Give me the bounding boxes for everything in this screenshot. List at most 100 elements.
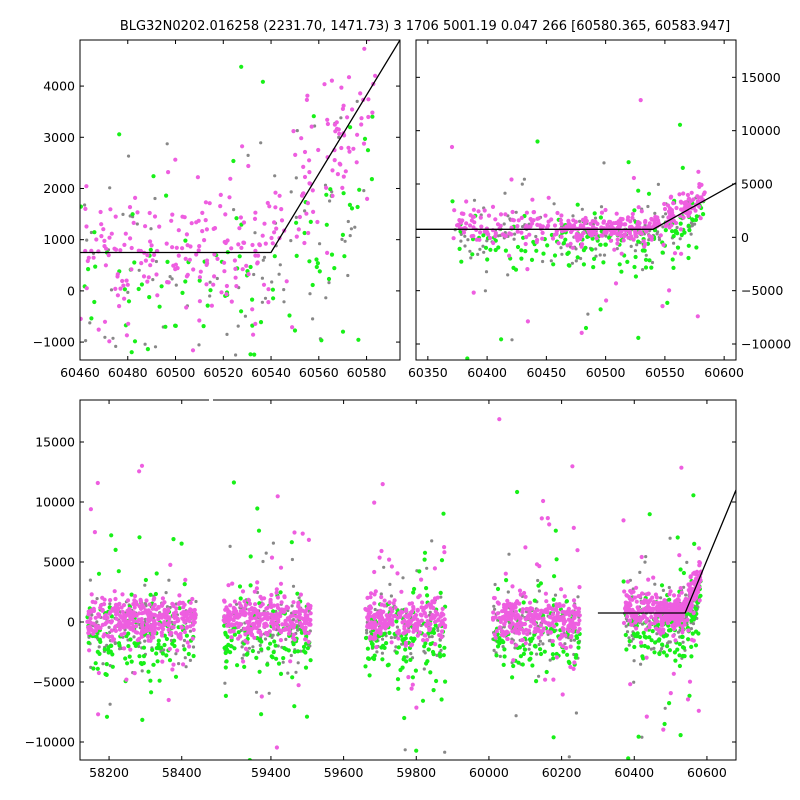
data-point-a	[660, 606, 666, 611]
data-point-a	[132, 619, 137, 624]
data-point-b	[633, 274, 639, 279]
data-point-a	[148, 263, 153, 268]
data-point-a	[228, 603, 233, 608]
data-point-a	[541, 498, 546, 504]
data-point-b	[680, 653, 686, 659]
x-tick-label: 60480	[108, 365, 148, 380]
data-point-a	[419, 577, 424, 582]
data-point-a	[233, 275, 238, 280]
data-point-c	[355, 99, 359, 103]
data-point-c	[153, 345, 158, 349]
data-point-a	[249, 627, 254, 632]
data-point-a	[311, 209, 316, 214]
data-point-c	[653, 211, 657, 215]
data-point-b	[140, 717, 145, 723]
data-point-c	[549, 259, 553, 263]
data-point-a	[685, 192, 691, 198]
data-point-a	[571, 598, 577, 603]
data-point-a	[513, 605, 518, 610]
data-point-c	[284, 637, 288, 642]
data-point-a	[110, 608, 115, 613]
data-point-a	[366, 40, 371, 42]
data-point-a	[144, 598, 149, 603]
data-point-c	[436, 628, 440, 633]
data-point-a	[493, 217, 498, 222]
data-point-c	[655, 632, 659, 636]
data-point-a	[229, 299, 234, 304]
data-point-a	[330, 168, 335, 173]
data-point-a	[563, 633, 568, 638]
data-point-a	[495, 611, 500, 616]
data-point-a	[636, 205, 641, 210]
data-point-a	[195, 175, 200, 180]
data-point-c	[506, 273, 510, 277]
data-point-a	[689, 190, 694, 195]
data-point-a	[223, 240, 228, 246]
data-point-a	[189, 608, 194, 613]
data-point-c	[624, 624, 628, 628]
data-point-a	[500, 232, 505, 237]
data-point-a	[117, 619, 122, 625]
data-point-c	[466, 238, 470, 242]
data-point-a	[672, 622, 677, 627]
data-point-a	[403, 643, 408, 648]
data-point-c	[536, 578, 540, 583]
data-point-a	[696, 546, 702, 551]
data-point-c	[388, 582, 392, 587]
data-point-a	[93, 615, 98, 620]
data-point-a	[160, 623, 165, 628]
data-point-a	[654, 595, 660, 600]
data-point-a	[503, 619, 508, 624]
data-point-a	[559, 221, 564, 226]
data-point-b	[439, 697, 444, 702]
data-point-b	[290, 675, 295, 680]
data-point-a	[501, 602, 507, 607]
data-point-b	[521, 651, 527, 657]
data-point-a	[368, 591, 374, 596]
data-point-a	[442, 550, 447, 555]
data-point-a	[86, 609, 91, 614]
data-point-b	[631, 631, 637, 636]
data-point-b	[205, 303, 210, 308]
data-point-a	[259, 632, 264, 637]
data-point-a	[574, 621, 579, 626]
data-point-c	[97, 645, 101, 649]
data-point-a	[577, 585, 582, 590]
data-point-a	[682, 205, 687, 211]
data-point-a	[171, 625, 176, 630]
data-point-a	[256, 629, 261, 635]
data-point-a	[523, 594, 528, 599]
data-point-b	[564, 599, 570, 604]
data-point-b	[255, 506, 260, 511]
data-point-c	[324, 296, 328, 300]
data-point-c	[260, 300, 264, 304]
data-point-c	[84, 339, 88, 343]
data-point-b	[678, 567, 683, 572]
data-point-a	[642, 614, 647, 619]
data-point-b	[551, 656, 556, 661]
data-point-b	[154, 651, 159, 656]
data-point-a	[615, 241, 620, 246]
data-point-a	[628, 219, 633, 224]
data-point-b	[127, 654, 132, 659]
data-point-c	[425, 566, 429, 570]
data-point-b	[667, 648, 673, 653]
data-point-a	[252, 635, 257, 640]
data-point-a	[508, 623, 513, 629]
data-point-a	[211, 226, 216, 231]
x-tick-label: 60550	[645, 365, 685, 380]
data-point-a	[411, 604, 416, 610]
data-point-a	[511, 658, 516, 663]
data-point-a	[372, 601, 377, 606]
data-point-a	[240, 144, 245, 149]
data-point-a	[603, 230, 608, 235]
data-point-b	[170, 641, 175, 646]
data-point-a	[266, 287, 271, 292]
data-point-b	[682, 230, 687, 235]
data-point-a	[278, 581, 284, 586]
data-point-a	[619, 251, 624, 256]
data-point-b	[660, 642, 665, 647]
data-point-b	[639, 643, 644, 648]
data-point-c	[107, 414, 110, 417]
data-point-a	[644, 714, 649, 719]
